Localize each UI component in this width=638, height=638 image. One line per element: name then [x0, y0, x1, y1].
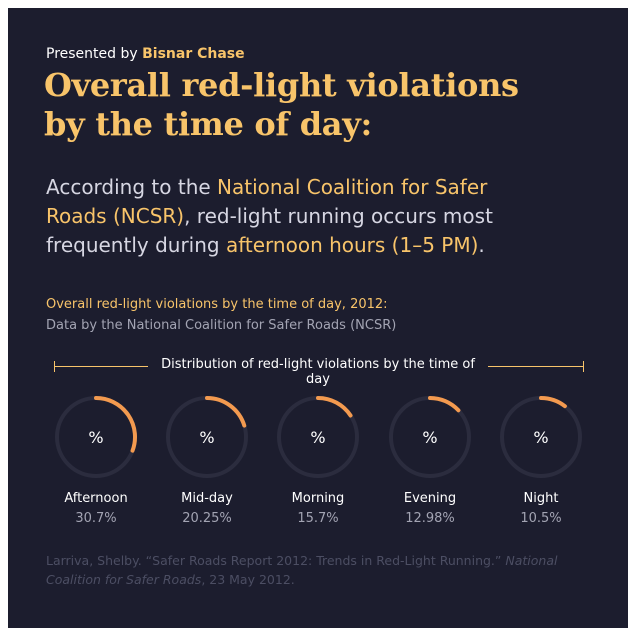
intro-highlight-ncsr-abbr: Roads (NCSR) — [46, 204, 185, 228]
gauge-label-morning: Morning — [291, 491, 345, 506]
gauge-value-mid-day: 20.25% — [182, 511, 232, 526]
citation-publisher: National Coalition for Safer Roads — [46, 553, 558, 587]
gauge-percent-symbol: % — [310, 428, 325, 447]
gauge-percent-symbol: % — [533, 428, 548, 447]
chart-subhead: Overall red-light violations by the time… — [46, 297, 388, 312]
intro-highlight-ncsr: National Coalition for Safer — [217, 175, 488, 199]
title-line-1: Overall red-light violations — [44, 66, 519, 104]
gauge-value-afternoon: 30.7% — [75, 511, 117, 526]
gauge-label-night: Night — [523, 491, 559, 506]
intro-period: . — [478, 233, 485, 257]
gauge-arc-mid-day — [205, 396, 247, 428]
gauge-label-mid-day: Mid-day — [181, 491, 233, 506]
gauge-arc-night — [539, 396, 567, 409]
page-title: Overall red-light violations by the time… — [44, 66, 604, 144]
citation-date: , 23 May 2012. — [201, 572, 295, 587]
presented-by: Presented by Bisnar Chase — [46, 46, 245, 62]
brand-name: Bisnar Chase — [142, 46, 245, 62]
infographic-card — [8, 8, 628, 628]
chart-title: Distribution of red-light violations by … — [148, 357, 488, 387]
citation-text: Larriva, Shelby. “Safer Roads Report 201… — [46, 553, 506, 568]
presented-prefix: Presented by — [46, 46, 138, 62]
gauge-arc-evening — [428, 396, 461, 413]
gauge-percent-symbol: % — [199, 428, 214, 447]
gauge-percent-symbol: % — [422, 428, 437, 447]
gauge-arc-morning — [316, 396, 353, 418]
intro-text-2: , red-light running occurs most — [184, 204, 493, 228]
gauge-label-afternoon: Afternoon — [64, 491, 128, 506]
title-line-2: by the time of day: — [44, 105, 373, 143]
intro-text: According to the National Coalition for … — [46, 173, 606, 260]
gauge-percent-symbol: % — [88, 428, 103, 447]
distribution-bracket-right-tick — [583, 361, 584, 372]
intro-text-3: frequently during — [46, 233, 226, 257]
intro-text-1: According to the — [46, 175, 218, 199]
gauge-label-evening: Evening — [403, 491, 457, 506]
intro-highlight-afternoon: afternoon hours (1–5 PM) — [225, 233, 479, 257]
citation: Larriva, Shelby. “Safer Roads Report 201… — [46, 551, 586, 589]
data-source: Data by the National Coalition for Safer… — [46, 318, 397, 333]
gauge-arc-afternoon — [94, 396, 137, 453]
gauge-value-morning: 15.7% — [297, 511, 339, 526]
gauge-value-night: 10.5% — [520, 511, 562, 526]
gauge-value-evening: 12.98% — [405, 511, 455, 526]
